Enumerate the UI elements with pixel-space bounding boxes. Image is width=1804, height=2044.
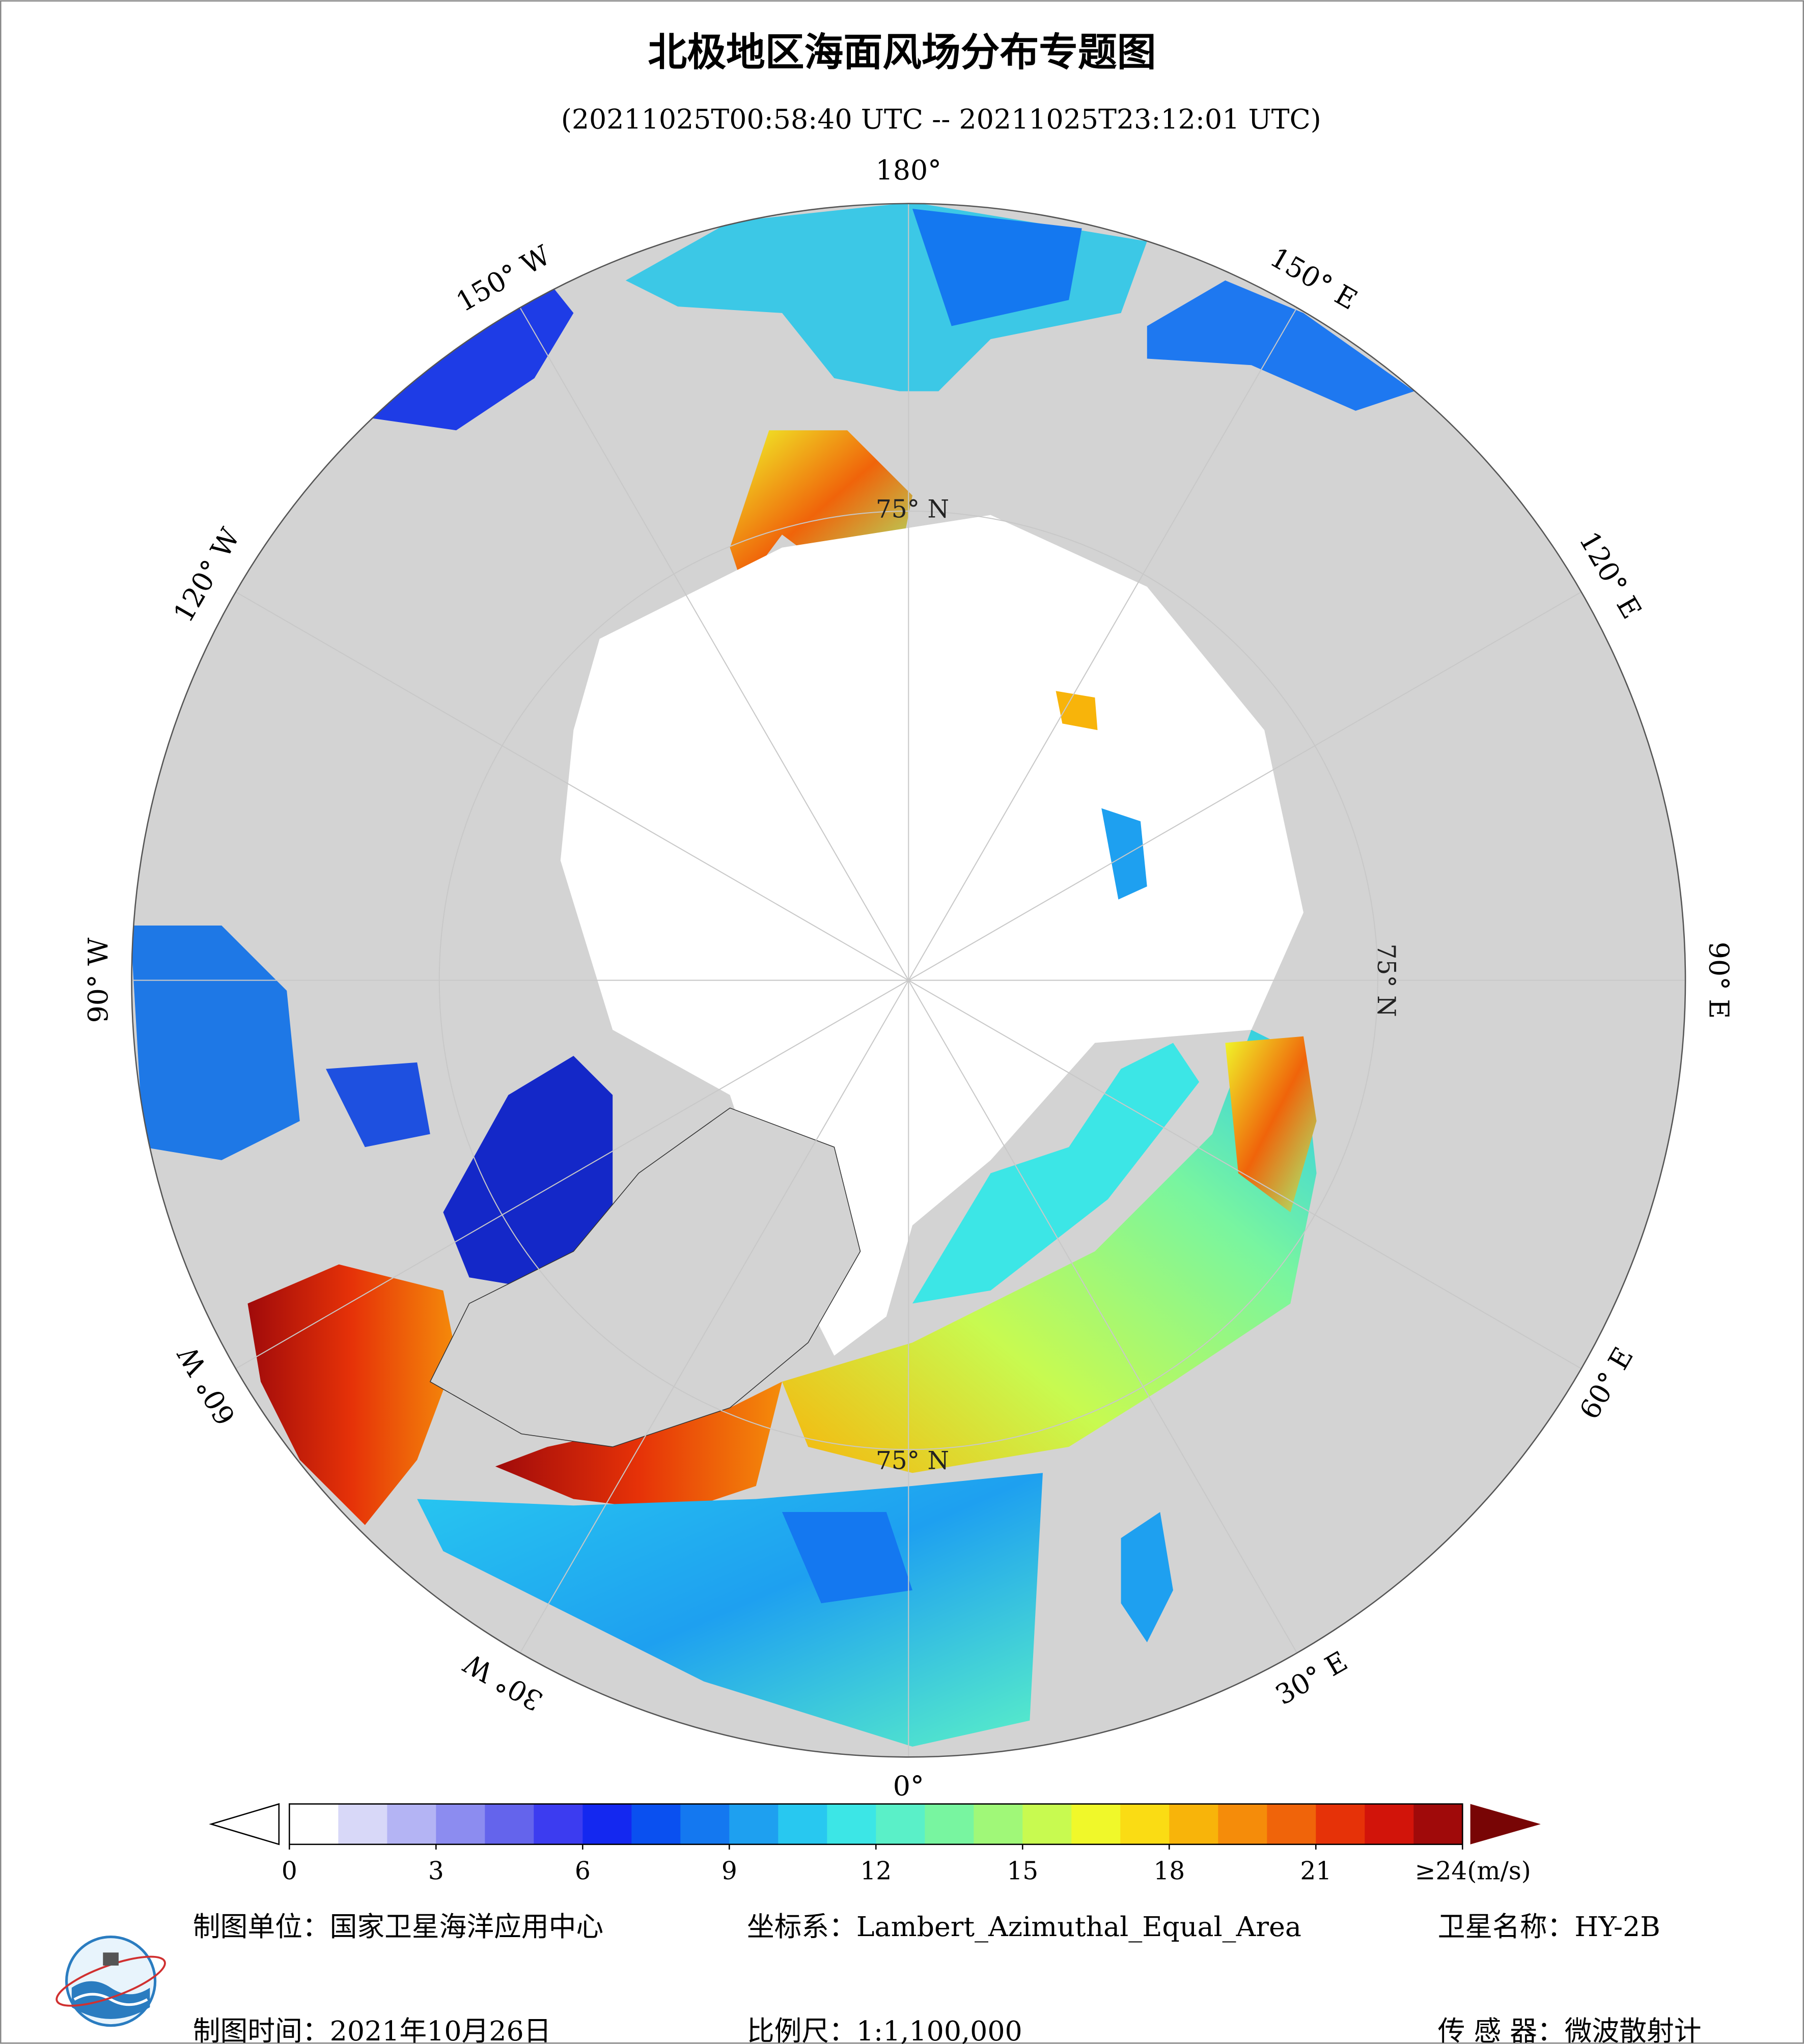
footer-scale: 比例尺：1:1,100,000 — [747, 2015, 1022, 2044]
colorbar-bin — [729, 1804, 779, 1844]
colorbar-tick-label: ≥24(m/s) — [1415, 1857, 1531, 1886]
wind-field — [1121, 1512, 1173, 1643]
sea-ice — [560, 515, 1303, 1356]
footer-date: 制图时间：2021年10月26日 — [193, 2015, 551, 2044]
colorbar-bin — [925, 1804, 975, 1844]
colorbar-bin — [1169, 1804, 1219, 1844]
colorbar-tick-label: 12 — [860, 1857, 892, 1886]
colorbar-bin — [436, 1804, 486, 1844]
greenland — [429, 1107, 861, 1447]
colorbar-tick-label: 0 — [282, 1857, 297, 1886]
map-border — [131, 203, 1686, 1758]
colorbar-bin — [1022, 1804, 1072, 1844]
meridian — [908, 979, 1582, 1369]
colorbar-bin — [1365, 1804, 1414, 1844]
map-subtitle: (20211025T00:58:40 UTC -- 20211025T23:12… — [561, 103, 1321, 135]
wind-field — [443, 1056, 613, 1291]
colorbar-bin — [680, 1804, 730, 1844]
colorbar-bin — [876, 1804, 926, 1844]
meridian — [908, 307, 1298, 981]
wind-field — [247, 1264, 456, 1525]
wind-field — [782, 1512, 912, 1604]
colorbar-tick-label: 6 — [575, 1857, 591, 1886]
longitude-label: 180° — [876, 154, 941, 186]
wind-field — [325, 1062, 430, 1147]
meridian — [519, 307, 909, 981]
wind-field — [912, 209, 1082, 326]
colorbar-tick-label: 9 — [721, 1857, 737, 1886]
colorbar-bin — [289, 1804, 339, 1844]
colorbar-bin — [534, 1804, 584, 1844]
meridian — [235, 979, 909, 1369]
colorbar-bin — [1071, 1804, 1121, 1844]
latitude-label: 75° N — [876, 1446, 949, 1475]
colorbar-bin — [1413, 1804, 1463, 1844]
longitude-label: 90° E — [1703, 942, 1735, 1019]
polar-map — [131, 203, 1686, 1757]
wind-field — [365, 280, 574, 431]
wind-field — [782, 1029, 1317, 1473]
colorbar-bin — [1267, 1804, 1317, 1844]
wind-field — [1147, 280, 1414, 411]
colorbar-tick-label: 18 — [1153, 1857, 1185, 1886]
footer-unit: 制图单位：国家卫星海洋应用中心 — [193, 1911, 603, 1943]
wind-field — [1101, 808, 1147, 900]
colorbar-bin — [338, 1804, 388, 1844]
meridian — [519, 980, 909, 1654]
meridian — [235, 591, 909, 981]
meridian — [908, 980, 1298, 1654]
colorbar-bin — [631, 1804, 681, 1844]
colorbar-over — [1470, 1804, 1541, 1844]
latitude-label: 75° N — [876, 495, 949, 523]
colorbar-tick-label: 15 — [1007, 1857, 1038, 1886]
colorbar-bin — [1120, 1804, 1170, 1844]
wind-field — [131, 926, 300, 1160]
colorbar-bin — [974, 1804, 1023, 1844]
meridian — [908, 591, 1582, 981]
footer-sensor: 传 感 器：微波散射计 — [1438, 2015, 1702, 2044]
colorbar-under — [209, 1803, 280, 1845]
colorbar-tick-label: 21 — [1300, 1857, 1331, 1886]
longitude-label: 0° — [893, 1770, 924, 1802]
wind-field — [1225, 1036, 1317, 1213]
colorbar-tick-label: 3 — [428, 1857, 444, 1886]
latitude-label: 75° N — [1372, 943, 1400, 1017]
colorbar-bin — [1316, 1804, 1366, 1844]
colorbar-bin — [827, 1804, 877, 1844]
wind-field — [1056, 691, 1098, 731]
wind-field — [912, 1043, 1200, 1304]
colorbar-bin — [778, 1804, 828, 1844]
footer-projection: 坐标系：Lambert_Azimuthal_Equal_Area — [747, 1911, 1301, 1943]
footer-satellite: 卫星名称：HY-2B — [1438, 1911, 1660, 1943]
map-title: 北极地区海面风场分布专题图 — [648, 30, 1156, 75]
logo — [55, 1936, 166, 2027]
colorbar-bin — [1218, 1804, 1268, 1844]
longitude-label: 90° W — [82, 937, 114, 1023]
colorbar-bin — [485, 1804, 535, 1844]
colorbar-bin — [582, 1804, 632, 1844]
colorbar-bin — [387, 1804, 437, 1844]
